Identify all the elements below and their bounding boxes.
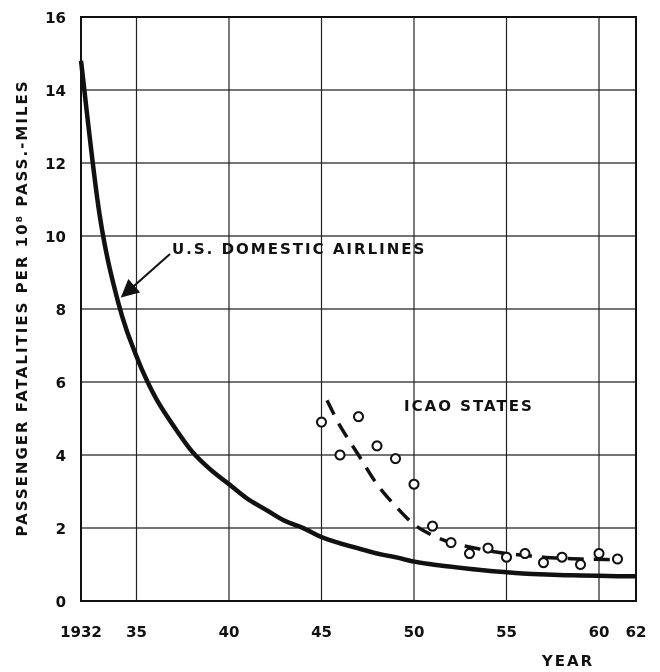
y-tick-label: 12: [45, 155, 66, 173]
x-tick-label: 1932: [60, 623, 102, 641]
y-tick-label: 8: [56, 301, 66, 319]
markers-layer: [316, 411, 623, 570]
x-tick-label: 40: [219, 623, 240, 641]
y-tick-label: 16: [45, 9, 66, 27]
icao-data-point: [464, 548, 475, 560]
icao-data-point: [519, 548, 531, 560]
y-axis-ticks: 0 2 4 6 8 10 12 14 16: [45, 9, 66, 611]
x-axis-ticks: 1932 35 40 45 50 55 60 62: [60, 623, 646, 641]
x-tick-label: 55: [496, 623, 517, 641]
x-axis-label: YEAR: [541, 652, 594, 670]
icao-data-point: [408, 478, 420, 490]
icao-data-point: [593, 548, 605, 560]
icao-data-point: [371, 440, 383, 452]
x-tick-label: 35: [126, 623, 147, 641]
icao-states-line: [325, 399, 618, 562]
y-tick-label: 14: [45, 82, 66, 100]
y-tick-label: 0: [56, 593, 66, 611]
x-tick-label: 62: [626, 623, 647, 641]
y-axis-label: PASSENGER FATALITIES PER 10⁸ PASS.-MILES: [13, 79, 31, 536]
y-tick-label: 2: [56, 520, 66, 538]
icao-data-point: [390, 453, 401, 465]
y-tick-label: 6: [56, 374, 66, 392]
icao-data-point: [482, 542, 494, 554]
x-tick-label: 50: [404, 623, 425, 641]
y-tick-label: 4: [56, 447, 66, 465]
icao-data-point: [612, 553, 623, 565]
icao-data-point: [353, 411, 364, 423]
x-tick-label: 60: [589, 623, 610, 641]
x-tick-label: 45: [311, 623, 332, 641]
annotation-arrow: [120, 253, 171, 298]
plot-frame: [80, 16, 637, 602]
annotation-icao: ICAO STATES: [404, 397, 534, 415]
icao-data-point: [316, 416, 327, 428]
annotation-us-domestic: U.S. DOMESTIC AIRLINES: [172, 240, 426, 258]
icao-data-point: [538, 557, 549, 569]
y-tick-label: 10: [45, 228, 66, 246]
icao-data-point: [556, 551, 568, 563]
icao-data-point: [575, 559, 586, 570]
series-layer: [78, 60, 636, 579]
icao-data-point: [334, 449, 346, 461]
us-domestic-airlines-line: [78, 60, 636, 579]
icao-data-point: [501, 551, 512, 563]
grid: [80, 16, 637, 602]
icao-data-point: [427, 520, 438, 532]
icao-data-point: [445, 537, 457, 549]
